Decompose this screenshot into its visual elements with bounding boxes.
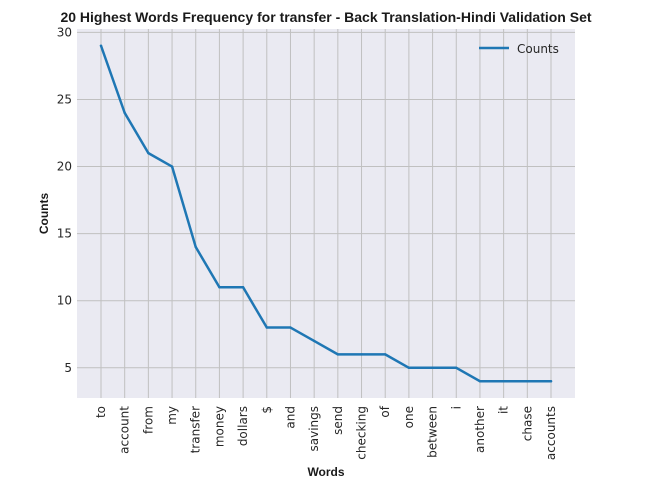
data-point [147,151,150,155]
x-tick-label: money [212,406,226,447]
x-tick-label: my [165,406,179,425]
y-tick-label: 5 [64,361,72,375]
x-tick-label: send [331,406,345,435]
x-tick-label: dollars [236,406,250,446]
series-line-counts [99,44,553,383]
y-axis-label: Counts [37,193,51,235]
x-tick-label: accounts [544,406,558,460]
data-point [336,353,340,356]
x-tick-label: it [497,406,511,414]
x-tick-label: i [449,406,463,409]
chart-title: 20 Highest Words Frequency for transfer … [60,9,591,25]
x-tick-label: of [378,405,392,417]
data-point [384,353,387,356]
legend-label-counts: Counts [517,42,559,56]
y-tick-label: 30 [57,25,72,39]
x-tick-label: chase [520,406,534,441]
legend: Counts [479,42,559,56]
x-axis-label: Words [307,465,344,479]
data-point [502,380,505,383]
y-tick-label: 10 [57,294,72,308]
data-point [526,380,529,383]
axis-ticks: 5 10 15 20 25 30 to account from my transfer money d… [57,25,558,460]
y-tick-label: 15 [57,227,72,241]
x-tick-label: checking [355,406,369,460]
x-tick-label: between [426,406,440,458]
data-point [431,366,434,370]
y-tick-label: 20 [57,160,72,174]
data-point [194,245,197,249]
data-point [265,326,268,329]
x-tick-label: transfer [189,406,203,453]
data-point [289,326,292,329]
data-point [218,286,221,289]
grid [77,29,575,398]
y-tick-label: 25 [57,92,72,106]
data-point [99,44,103,47]
data-point [123,111,126,115]
x-tick-label: from [141,406,155,434]
data-point [549,380,553,383]
data-point [478,380,482,383]
x-tick-label: and [283,406,297,429]
data-point [407,366,411,370]
x-tick-label: to [94,406,108,418]
plot-area [77,29,575,398]
x-tick-label: one [402,406,416,428]
x-tick-label: $ [260,406,274,414]
series [99,44,553,383]
data-point [312,339,316,343]
data-point [170,165,174,168]
data-point [360,353,363,356]
x-tick-label: another [473,406,487,453]
data-point [241,286,245,289]
x-tick-label: account [118,406,132,454]
data-point [455,366,458,370]
x-tick-label: savings [307,406,321,452]
